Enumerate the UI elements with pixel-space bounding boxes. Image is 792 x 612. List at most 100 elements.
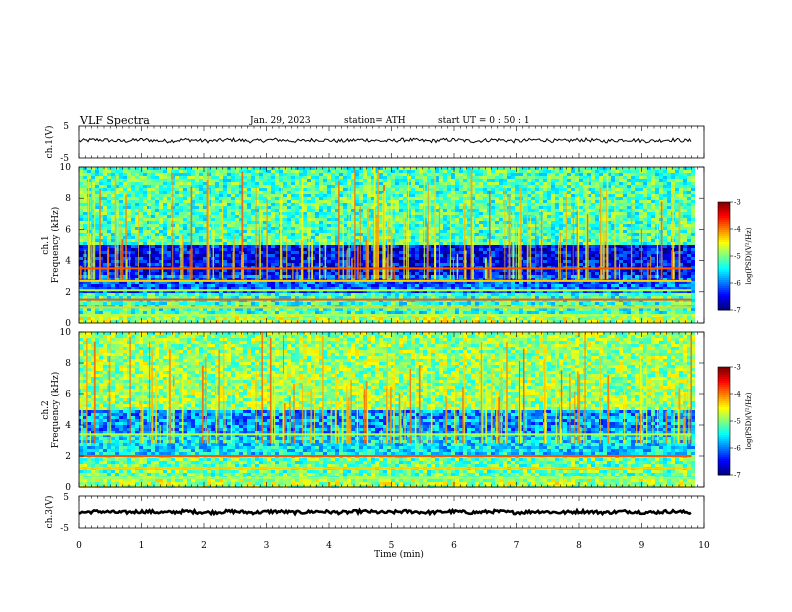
spectrogram-cell (83, 188, 87, 191)
spectrogram-cell (411, 254, 415, 257)
spectrogram-cell (331, 185, 335, 188)
spectrogram-cell (483, 191, 487, 194)
spectrogram-cell (99, 170, 103, 173)
spectrogram-cell (575, 197, 579, 200)
spectrogram-cell (423, 206, 427, 209)
spectrogram-cell (287, 257, 291, 260)
spectrogram-cell (239, 242, 243, 245)
spectrogram-cell (135, 248, 139, 251)
spectrogram-cell (439, 248, 443, 251)
spectrogram-cell (227, 236, 231, 239)
spectrogram-cell (459, 167, 463, 170)
spectrogram-cell (355, 209, 359, 212)
spectrogram-cell (415, 230, 419, 233)
spectrogram-cell (295, 197, 299, 200)
spectrogram-cell (583, 185, 587, 188)
spectrogram-cell (187, 212, 191, 215)
spectrogram-cell (559, 242, 563, 245)
spectrogram-cell (367, 251, 371, 254)
spectrogram-cell (667, 230, 671, 233)
spectrogram-cell (571, 191, 575, 194)
spectrogram-cell (647, 239, 651, 242)
spectrogram-cell (623, 176, 627, 179)
spectrogram-cell (467, 245, 471, 248)
spectrogram-cell (523, 203, 527, 206)
spectrogram-cell (547, 167, 551, 170)
spectrogram-cell (647, 185, 651, 188)
spectrogram-cell (491, 170, 495, 173)
spectrogram-cell (611, 233, 615, 236)
spectrogram-cell (319, 206, 323, 209)
spectrogram-cell (567, 167, 571, 170)
spectrogram-cell (467, 185, 471, 188)
spectrogram-cell (619, 221, 623, 224)
spectrogram-cell (123, 197, 127, 200)
spectrogram-cell (367, 236, 371, 239)
spectrogram-cell (543, 176, 547, 179)
spectrogram-cell (223, 239, 227, 242)
spectrogram-cell (263, 224, 267, 227)
spectrogram-cell (91, 188, 95, 191)
spectrogram-cell (231, 227, 235, 230)
spectrogram-cell (151, 251, 155, 254)
spectrogram-cell (355, 239, 359, 242)
spectrogram-cell (451, 248, 455, 251)
spectrogram-cell (311, 209, 315, 212)
spectrogram-cell (455, 176, 459, 179)
spectrogram-cell (223, 197, 227, 200)
spectrogram-cell (255, 176, 259, 179)
spectrogram-cell (691, 170, 695, 173)
spectrogram-cell (239, 239, 243, 242)
spectrogram-cell (135, 194, 139, 197)
spectrogram-cell (387, 200, 391, 203)
spectrogram-cell (335, 179, 339, 182)
spectrogram-cell (339, 221, 343, 224)
spectrogram-cell (555, 215, 559, 218)
spectrogram-cell (267, 257, 271, 260)
spectrogram-cell (291, 176, 295, 179)
spectrogram-cell (551, 233, 555, 236)
spectrogram-cell (163, 170, 167, 173)
spectrogram-cell (495, 167, 499, 170)
spectrogram-cell (223, 200, 227, 203)
spectrogram-cell (679, 197, 683, 200)
spectrogram-cell (291, 257, 295, 260)
spectrogram-cell (447, 194, 451, 197)
spectrogram-cell (671, 179, 675, 182)
spectrogram-cell (619, 185, 623, 188)
spectrogram-cell (331, 203, 335, 206)
spectrogram-cell (647, 179, 651, 182)
spectrogram-cell (147, 230, 151, 233)
spectrogram-cell (363, 254, 367, 257)
spectrogram-cell (199, 221, 203, 224)
spectrogram-cell (407, 182, 411, 185)
spectrogram-cell (291, 242, 295, 245)
spectrogram-cell (419, 197, 423, 200)
spectrogram-cell (623, 257, 627, 260)
spectrogram-cell (295, 227, 299, 230)
spectrogram-cell (431, 245, 435, 248)
spectrogram-cell (487, 179, 491, 182)
spectrogram-cell (691, 212, 695, 215)
spectrogram-cell (135, 203, 139, 206)
spectrogram-cell (155, 167, 159, 170)
spectrogram-cell (271, 233, 275, 236)
spectrogram-cell (647, 215, 651, 218)
spectrogram-cell (119, 185, 123, 188)
spectrogram-cell (143, 206, 147, 209)
spectrogram-cell (91, 200, 95, 203)
spectrogram-cell (611, 200, 615, 203)
spectrogram-cell (475, 236, 479, 239)
spectrogram-cell (583, 227, 587, 230)
spectrogram-cell (603, 215, 607, 218)
spectrogram-cell (259, 254, 263, 257)
spectrogram-cell (123, 218, 127, 221)
spectrogram-cell (543, 233, 547, 236)
spectrogram-cell (647, 245, 651, 248)
spectrogram-cell (287, 185, 291, 188)
spectrogram-cell (647, 170, 651, 173)
spectrogram-cell (183, 185, 187, 188)
spectrogram-cell (455, 236, 459, 239)
spectrogram-cell (267, 167, 271, 170)
spectrogram-cell (215, 185, 219, 188)
